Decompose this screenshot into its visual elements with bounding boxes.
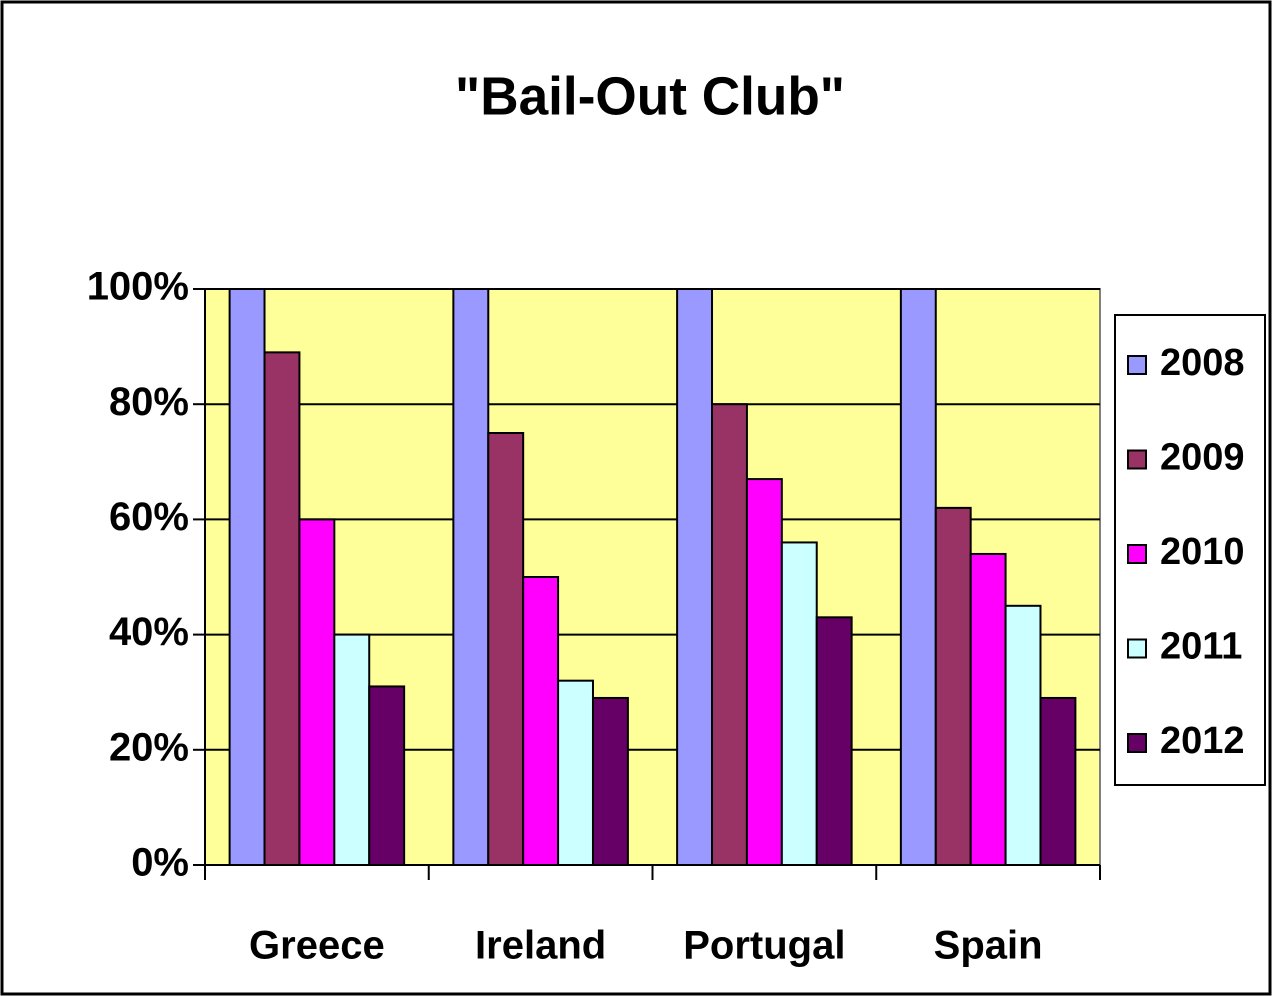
x-tick-label: Spain [934,924,1043,968]
legend-label: 2010 [1160,531,1245,573]
legend-swatch [1127,355,1147,375]
bar [899,288,937,866]
bar [1039,696,1077,867]
x-tick-label: Greece [249,924,385,968]
bar [298,518,336,867]
legend-swatch [1127,638,1147,659]
bar [263,351,301,866]
bar [228,288,266,866]
x-tick-label: Portugal [683,924,845,968]
legend-label: 2008 [1160,342,1245,384]
y-tick-label: 60% [109,495,189,539]
y-tick-label: 80% [109,380,189,424]
legend-swatch [1127,733,1147,753]
y-tick-label: 100% [87,265,189,309]
y-tick-label: 0% [131,841,189,885]
bar [780,541,818,866]
y-tick-label: 20% [109,725,189,769]
legend-swatch [1127,544,1147,564]
bar [452,288,490,866]
bar [1004,604,1042,866]
legend-label: 2012 [1160,720,1245,762]
bar [815,616,853,866]
bar [969,552,1007,867]
bar [591,696,629,867]
bar [487,432,525,866]
chart-title: "Bail-Out Club" [455,66,845,126]
bar [333,633,371,866]
bar [522,576,560,866]
legend-label: 2009 [1160,437,1245,479]
bar [934,506,972,866]
bar [368,685,406,866]
bar [676,288,714,866]
x-tick-label: Ireland [475,924,606,968]
bar [745,478,783,866]
legend-swatch [1127,449,1147,470]
bar [557,679,594,866]
bar [711,403,748,866]
legend-label: 2011 [1160,626,1242,668]
y-tick-label: 40% [109,610,189,654]
